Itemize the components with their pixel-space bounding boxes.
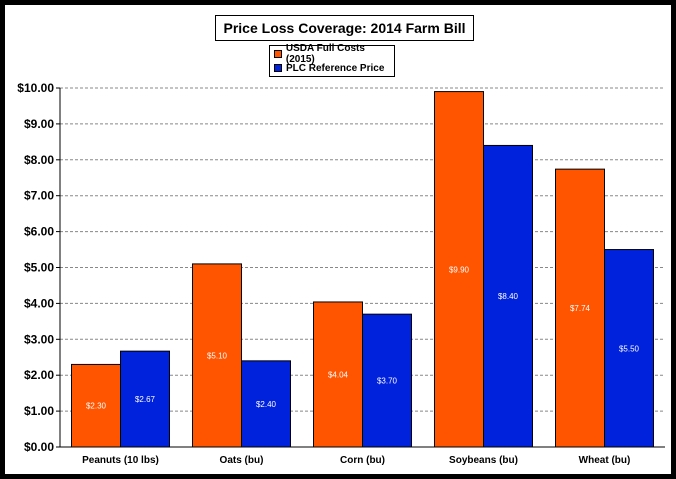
y-tick-label: $7.00 <box>24 189 54 203</box>
y-tick-label: $0.00 <box>24 440 54 454</box>
y-tick-label: $10.00 <box>17 81 54 95</box>
x-tick-label: Peanuts (10 lbs) <box>82 455 159 466</box>
bar-usda <box>313 301 363 448</box>
legend: USDA Full Costs (2015) PLC Reference Pri… <box>269 43 395 77</box>
data-label: $3.70 <box>377 377 398 386</box>
legend-swatch-plc <box>274 64 282 72</box>
bar-chart: $0.00 $1.00 $2.00 $3.00 $4.00 $5.00 $6.00 $7.00… <box>17 81 665 466</box>
data-label: $5.10 <box>207 351 228 360</box>
y-tick-label: $6.00 <box>24 225 54 239</box>
bar-plc <box>362 313 412 448</box>
legend-item-usda: USDA Full Costs (2015) <box>270 43 394 65</box>
x-tick-label: Corn (bu) <box>340 455 385 466</box>
legend-label-usda: USDA Full Costs (2015) <box>285 43 365 65</box>
chart-title: Price Loss Coverage: 2014 Farm Bill <box>215 15 474 41</box>
bar-plc <box>483 144 533 448</box>
bar-usda <box>71 363 121 448</box>
bar-plc <box>120 350 170 448</box>
data-label: $2.67 <box>135 395 156 404</box>
x-tick-label: Soybeans (bu) <box>449 455 518 466</box>
x-tick-label: Oats (bu) <box>220 455 264 466</box>
data-label: $9.90 <box>449 265 470 274</box>
bar-plc <box>604 249 654 448</box>
y-tick-label: $3.00 <box>24 332 54 346</box>
legend-label-plc: PLC Reference Price <box>286 62 385 74</box>
y-tick-label: $5.00 <box>24 261 54 275</box>
data-label: $2.40 <box>256 400 277 409</box>
data-label: $8.40 <box>498 292 519 301</box>
legend-swatch-usda <box>274 50 282 58</box>
data-label: $7.74 <box>570 304 591 313</box>
data-label: $4.04 <box>328 370 349 379</box>
bar-plc <box>241 360 291 448</box>
x-tick-label: Wheat (bu) <box>579 455 631 466</box>
bar-usda <box>434 91 484 448</box>
legend-item-plc: PLC Reference Price <box>270 61 394 75</box>
y-tick-label: $8.00 <box>24 153 54 167</box>
bar-usda <box>192 263 242 448</box>
y-tick-label: $4.00 <box>24 296 54 310</box>
data-label: $2.30 <box>86 402 107 411</box>
chart-frame: $0.00 $1.00 $2.00 $3.00 $4.00 $5.00 $6.00 $7.00… <box>5 5 671 474</box>
y-tick-label: $1.00 <box>24 404 54 418</box>
y-tick-label: $2.00 <box>24 368 54 382</box>
data-label: $5.50 <box>619 344 640 353</box>
bar-usda <box>555 168 605 448</box>
y-tick-label: $9.00 <box>24 117 54 131</box>
